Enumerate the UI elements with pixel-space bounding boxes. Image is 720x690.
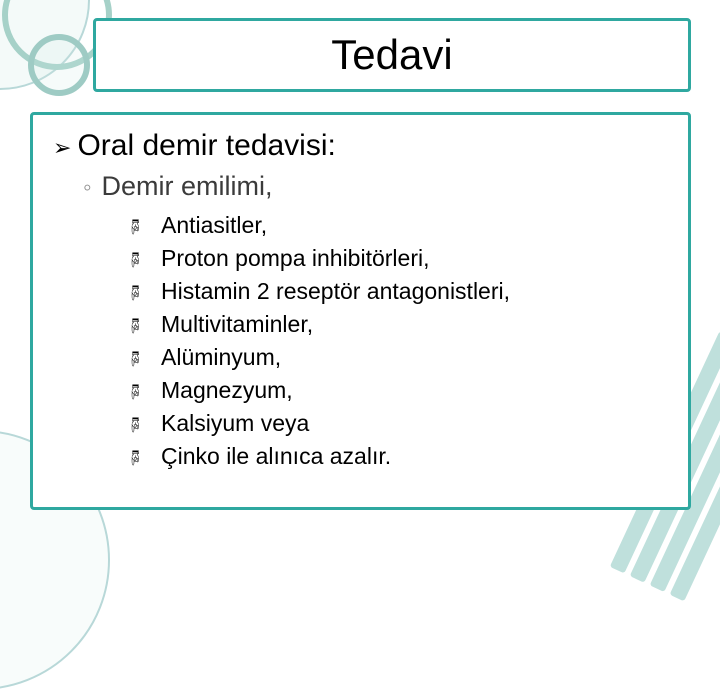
slide-title: Tedavi <box>331 31 452 79</box>
title-container: Tedavi <box>93 18 691 92</box>
list-item: 🖗 Çinko ile alınıca azalır. <box>131 443 668 470</box>
list-item: 🖗 Magnezyum, <box>131 377 668 404</box>
link-bullet-icon: 🖗 <box>131 348 157 371</box>
list-item: 🖗 Multivitaminler, <box>131 311 668 338</box>
list-item: 🖗 Antiasitler, <box>131 212 668 239</box>
link-bullet-icon: 🖗 <box>131 381 157 404</box>
list-item: 🖗 Kalsiyum veya <box>131 410 668 437</box>
link-bullet-icon: 🖗 <box>131 414 157 437</box>
list-item-text: Multivitaminler, <box>161 311 313 338</box>
decorative-circle <box>28 34 90 96</box>
link-bullet-icon: 🖗 <box>131 282 157 305</box>
link-bullet-icon: 🖗 <box>131 249 157 272</box>
link-bullet-icon: 🖗 <box>131 315 157 338</box>
list-item: 🖗 Histamin 2 reseptör antagonistleri, <box>131 278 668 305</box>
list-item-text: Kalsiyum veya <box>161 410 309 437</box>
list-item-text: Çinko ile alınıca azalır. <box>161 443 391 470</box>
arrow-bullet-icon: ➢ <box>53 137 71 159</box>
circle-bullet-icon: ◦ <box>83 174 92 202</box>
list-item-text: Histamin 2 reseptör antagonistleri, <box>161 278 510 305</box>
level1-text: Oral demir tedavisi: <box>77 129 335 163</box>
level3-list: 🖗 Antiasitler, 🖗 Proton pompa inhibitörl… <box>131 212 668 470</box>
list-item-text: Antiasitler, <box>161 212 267 239</box>
list-item-text: Alüminyum, <box>161 344 281 371</box>
list-item: 🖗 Alüminyum, <box>131 344 668 371</box>
level2-text: Demir emilimi, <box>102 171 273 202</box>
content-container: ➢ Oral demir tedavisi: ◦ Demir emilimi, … <box>30 112 691 510</box>
link-bullet-icon: 🖗 <box>131 447 157 470</box>
link-bullet-icon: 🖗 <box>131 216 157 239</box>
list-item-text: Magnezyum, <box>161 377 293 404</box>
list-item-text: Proton pompa inhibitörleri, <box>161 245 429 272</box>
level1-item: ➢ Oral demir tedavisi: <box>53 129 668 163</box>
level2-item: ◦ Demir emilimi, <box>83 171 668 202</box>
list-item: 🖗 Proton pompa inhibitörleri, <box>131 245 668 272</box>
